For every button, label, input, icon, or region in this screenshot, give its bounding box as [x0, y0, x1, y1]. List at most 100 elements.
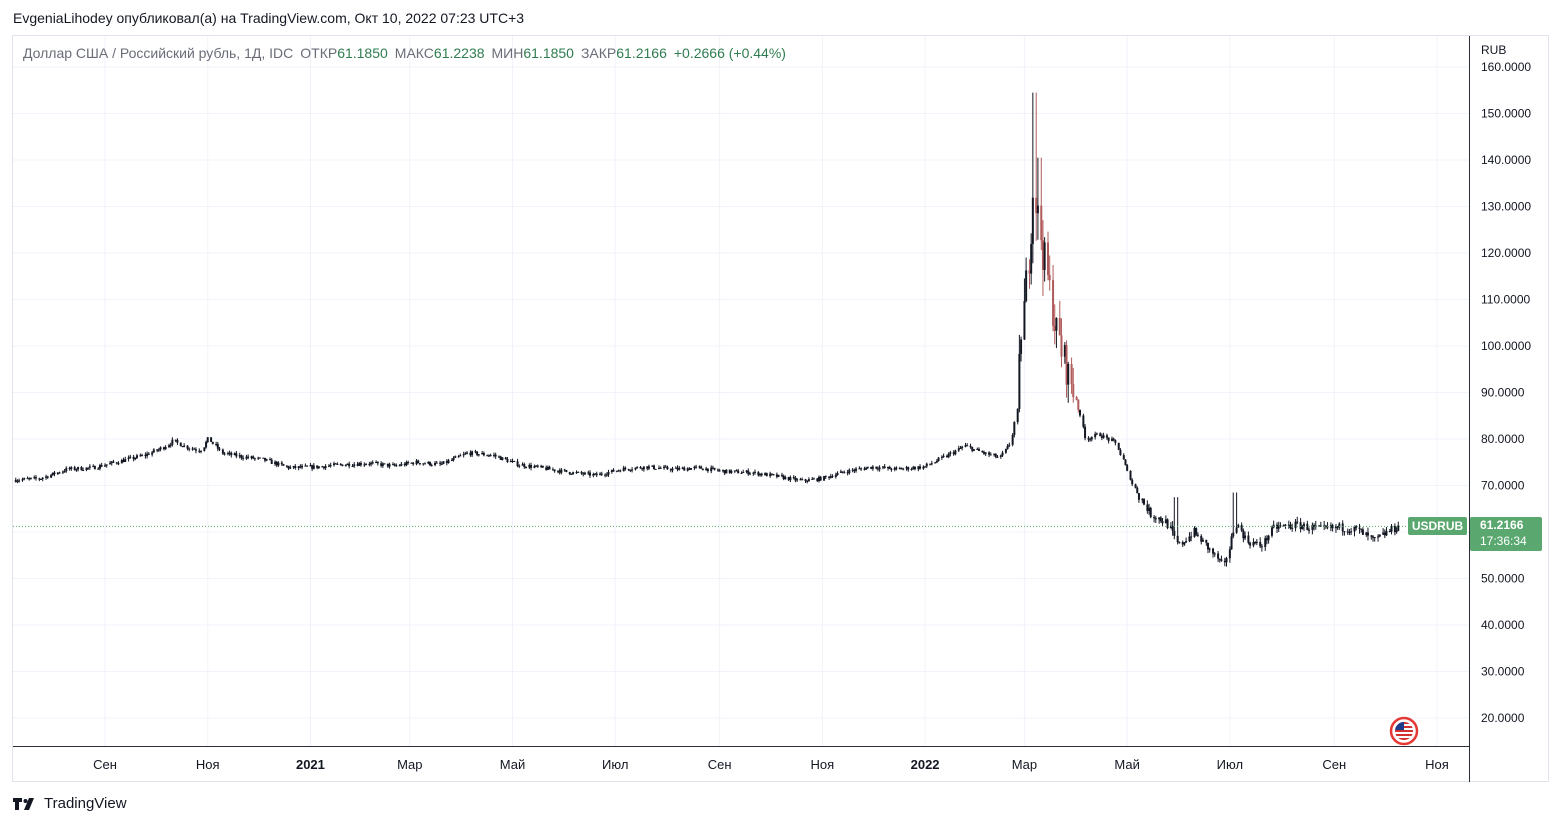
candle-body — [285, 465, 288, 467]
candle-body — [1287, 524, 1290, 526]
candle-body — [247, 456, 250, 458]
candle-body — [881, 466, 884, 468]
candle-body — [1110, 438, 1113, 441]
candle-body — [85, 467, 88, 471]
candle-body — [156, 449, 159, 451]
candle-body — [853, 470, 856, 472]
candle-body — [1084, 426, 1087, 439]
candle-body — [1249, 542, 1252, 546]
candle-body — [663, 466, 666, 469]
candle-body — [1235, 527, 1238, 533]
candle-body — [669, 469, 672, 471]
candle-body — [1259, 541, 1262, 547]
close-label: ЗАКР — [580, 45, 617, 61]
y-tick-label: 130.0000 — [1481, 200, 1531, 214]
candle-body — [757, 471, 760, 476]
tradingview-logo-icon[interactable] — [12, 796, 38, 812]
candle-body — [1348, 531, 1351, 533]
candle-body — [245, 456, 248, 459]
candle-body — [686, 468, 689, 471]
candle-body — [1141, 499, 1144, 501]
candle-body — [1254, 542, 1257, 544]
candle-body — [1154, 518, 1157, 520]
candle-body — [174, 439, 177, 441]
candle-body — [937, 457, 940, 462]
candle-body — [117, 463, 120, 465]
last-price-value: 61.2166 — [1480, 518, 1524, 532]
candle-body — [1395, 530, 1398, 533]
candle-body — [435, 462, 438, 464]
candle-body — [588, 472, 591, 476]
candle-body — [132, 456, 135, 460]
us-flag-icon[interactable] — [1389, 716, 1419, 746]
candle-body — [65, 467, 68, 472]
candle-body — [1301, 526, 1304, 529]
candle-body — [1311, 525, 1314, 530]
candle-body — [1289, 524, 1292, 529]
candle-body — [250, 456, 253, 458]
candle-body — [447, 460, 450, 464]
candle-body — [984, 452, 987, 454]
candle-body — [1173, 530, 1176, 536]
candle-body — [819, 476, 822, 481]
candle-body — [1181, 542, 1184, 545]
candle-body — [322, 466, 325, 469]
y-tick-label: 20.0000 — [1481, 711, 1525, 725]
candle-body — [439, 462, 442, 464]
candle-body — [1053, 325, 1056, 331]
candle-body — [1124, 459, 1127, 466]
candle-body — [629, 470, 632, 472]
candle-body — [1242, 530, 1245, 539]
y-tick-label: 50.0000 — [1481, 572, 1525, 586]
candle-body — [807, 479, 810, 482]
candle-body — [235, 453, 238, 457]
x-tick-label: 2022 — [911, 757, 940, 772]
candle-body — [563, 469, 566, 471]
chart-legend: Доллар США / Российский рубль, 1Д, IDC ОТ… — [23, 45, 786, 61]
candle-body — [848, 469, 851, 474]
candle-body — [1067, 363, 1070, 385]
candle-body — [351, 465, 354, 467]
candle-body — [624, 467, 627, 470]
candle-body — [536, 465, 539, 467]
candle-body — [647, 466, 650, 469]
candle-body — [442, 461, 445, 464]
candle-body — [146, 453, 149, 457]
candle-body — [257, 457, 260, 459]
candle-body — [1119, 449, 1122, 455]
candle-body — [1146, 504, 1149, 511]
candle-body — [218, 448, 221, 450]
candle-body — [1195, 527, 1198, 535]
candle-body — [627, 469, 630, 471]
candle-body — [14, 479, 17, 482]
candle-body — [1200, 535, 1203, 542]
candle-body — [742, 471, 745, 473]
candle-body — [1030, 243, 1033, 274]
candle-body — [183, 445, 186, 447]
candle-body — [122, 460, 125, 462]
candle-body — [674, 467, 677, 469]
candle-body — [905, 467, 908, 469]
candle-body — [1052, 280, 1055, 326]
candle-body — [210, 437, 213, 442]
x-tick-label: Июл — [1217, 757, 1243, 772]
candle-body — [263, 457, 266, 461]
candle-body — [671, 468, 674, 471]
candle-body — [1072, 384, 1075, 398]
candle-body — [1031, 197, 1034, 244]
candle-body — [551, 469, 554, 471]
candle-body — [858, 468, 861, 470]
candle-body — [765, 473, 768, 477]
candle-body — [898, 467, 901, 469]
candle-body — [1240, 525, 1243, 531]
candle-body — [875, 466, 878, 469]
candle-body — [1142, 499, 1145, 505]
candle-body — [1100, 436, 1103, 438]
candle-body — [144, 454, 147, 457]
candle-body — [1365, 532, 1368, 535]
candle-body — [88, 466, 91, 468]
candle-body — [600, 473, 603, 475]
candle-body — [1136, 487, 1139, 494]
candle-body — [780, 474, 783, 476]
